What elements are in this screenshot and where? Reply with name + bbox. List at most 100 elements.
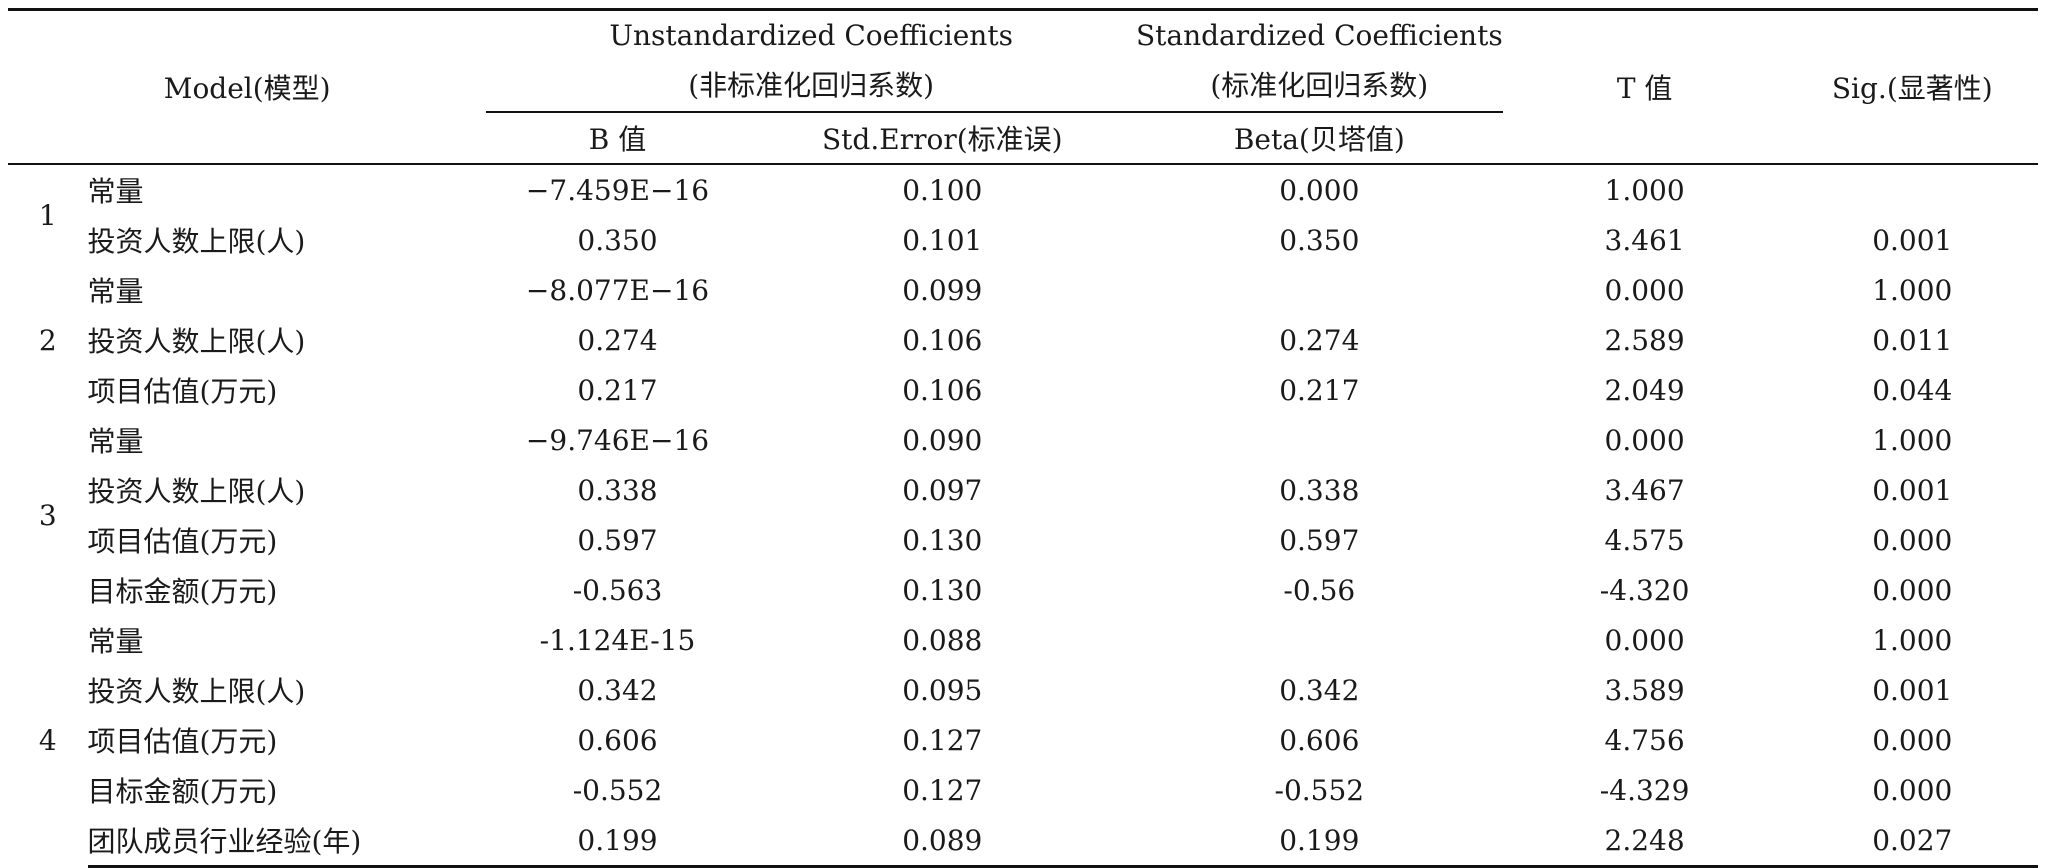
beta-value: 0.274	[1279, 323, 1360, 357]
table-row: 项目估值(万元) 0.597 0.130 0.597 4.575 0.000	[8, 515, 2038, 565]
sig-value: 0.000	[1872, 773, 1953, 807]
table-row: 投资人数上限(人) 0.342 0.095 0.342 3.589 0.001	[8, 665, 2038, 715]
std-error-value: 0.100	[902, 173, 983, 207]
sig-value: 0.044	[1872, 373, 1953, 407]
std-error-value: 0.101	[902, 223, 983, 257]
header-standardized-en: Standardized Coefficients	[1135, 19, 1503, 52]
sig-value: 0.001	[1872, 223, 1953, 257]
b-value: 0.199	[486, 815, 749, 868]
std-error-value: 0.130	[902, 573, 983, 607]
table-row: 项目估值(万元) 0.606 0.127 0.606 4.756 0.000	[8, 715, 2038, 765]
sig-value: 0.000	[1872, 523, 1953, 557]
header-beta: Beta(贝塔值)	[1135, 112, 1503, 165]
t-value: 0.000	[1604, 623, 1685, 657]
std-error-value: 0.106	[902, 373, 983, 407]
std-error-value: 0.089	[748, 815, 1136, 868]
sig-value: 1.000	[1872, 623, 1953, 657]
variable-name: 投资人数上限(人)	[87, 675, 306, 708]
std-error-value: 0.106	[902, 323, 983, 357]
beta-value: 0.597	[1279, 523, 1360, 557]
b-value: −9.746E−16	[525, 423, 710, 457]
t-value: -4.329	[1599, 773, 1690, 807]
b-value: -0.552	[572, 773, 663, 807]
table-header: Model(模型) Unstandardized Coefficients (非…	[8, 8, 2038, 165]
t-value: 0.000	[1604, 273, 1685, 307]
variable-name: 投资人数上限(人)	[87, 475, 306, 508]
beta-value: 0.217	[1279, 373, 1360, 407]
header-b: B 值	[486, 112, 749, 165]
sig-value: 0.001	[1872, 673, 1953, 707]
variable-name: 投资人数上限(人)	[87, 325, 306, 358]
sig-value: 0.011	[1872, 323, 1953, 357]
sig-value	[1787, 164, 2038, 215]
table-row: 3 常量 −9.746E−16 0.090 0.000 1.000	[8, 415, 2038, 532]
b-value: -1.124E-15	[539, 623, 696, 657]
header-t: T 值	[1502, 8, 1787, 165]
t-value: 2.589	[1604, 323, 1685, 357]
variable-name: 目标金额(万元)	[87, 775, 278, 808]
std-error-value: 0.099	[902, 273, 983, 307]
beta-value: 0.606	[1279, 723, 1360, 757]
t-value: 2.049	[1604, 373, 1685, 407]
table-row: 目标金额(万元) -0.563 0.130 -0.56 -4.320 0.000	[8, 565, 2038, 615]
b-value: −7.459E−16	[525, 173, 710, 207]
std-error-value: 0.097	[902, 473, 983, 507]
b-value: 0.606	[577, 723, 658, 757]
table-row: 项目估值(万元) 0.217 0.106 0.217 2.049 0.044	[8, 365, 2038, 415]
variable-name: 团队成员行业经验(年)	[87, 815, 487, 868]
b-value: -0.563	[572, 573, 663, 607]
variable-name: 常量	[87, 175, 144, 208]
regression-coefficients-table: Model(模型) Unstandardized Coefficients (非…	[8, 8, 2038, 868]
sig-value: 0.001	[1872, 473, 1953, 507]
beta-value: -0.56	[1283, 573, 1356, 607]
table-row: 投资人数上限(人) 0.338 0.097 0.338 3.467 0.001	[8, 465, 2038, 515]
table-row: 2 常量 −8.077E−16 0.099 0.000 1.000	[8, 265, 2038, 357]
std-error-value: 0.127	[902, 773, 983, 807]
header-model: Model(模型)	[8, 8, 487, 165]
table-row: 团队成员行业经验(年) 0.199 0.089 0.199 2.248 0.027	[8, 815, 2038, 868]
header-standardized-cn: (标准化回归系数)	[1210, 69, 1429, 102]
header-unstandardized-cn: (非标准化回归系数)	[688, 69, 935, 102]
beta-value	[1136, 265, 1503, 315]
t-value: 0.000	[1604, 423, 1685, 457]
beta-value: 0.338	[1279, 473, 1360, 507]
b-value: −8.077E−16	[525, 273, 710, 307]
sig-value: 1.000	[1872, 273, 1953, 307]
header-unstandardized: Unstandardized Coefficients (非标准化回归系数)	[486, 8, 1136, 113]
b-value: 0.338	[577, 473, 658, 507]
header-unstandardized-en: Unstandardized Coefficients	[609, 19, 1013, 52]
model-number: 3	[38, 498, 57, 532]
t-value: 2.248	[1502, 815, 1787, 868]
t-value: 1.000	[1604, 173, 1685, 207]
sig-value: 0.000	[1872, 573, 1953, 607]
t-value: 3.461	[1604, 223, 1685, 257]
variable-name: 目标金额(万元)	[87, 575, 278, 608]
beta-value: 0.342	[1279, 673, 1360, 707]
header-std-error: Std.Error(标准误)	[748, 112, 1136, 165]
t-value: -4.320	[1599, 573, 1690, 607]
sig-value: 1.000	[1872, 423, 1953, 457]
variable-name: 投资人数上限(人)	[87, 225, 306, 258]
sig-value: 0.027	[1786, 815, 2038, 868]
header-standardized: Standardized Coefficients (标准化回归系数)	[1135, 8, 1503, 113]
sig-value: 0.000	[1872, 723, 1953, 757]
t-value: 3.589	[1604, 673, 1685, 707]
variable-name: 项目估值(万元)	[87, 725, 278, 758]
beta-value	[1136, 615, 1503, 665]
variable-name: 项目估值(万元)	[87, 375, 278, 408]
t-value: 4.575	[1604, 523, 1685, 557]
b-value: 0.274	[577, 323, 658, 357]
b-value: 0.597	[577, 523, 658, 557]
model-number: 4	[38, 724, 57, 758]
beta-value	[1136, 415, 1503, 465]
table-row: 投资人数上限(人) 0.350 0.101 0.350 3.461 0.001	[8, 215, 2038, 265]
model-number: 2	[38, 323, 57, 357]
variable-name: 常量	[87, 625, 144, 658]
std-error-value: 0.130	[902, 523, 983, 557]
beta-value: 0.199	[1135, 815, 1503, 868]
std-error-value: 0.090	[902, 423, 983, 457]
std-error-value: 0.095	[902, 673, 983, 707]
variable-name: 常量	[87, 275, 144, 308]
table-row: 1 常量 −7.459E−16 0.100 0.000 1.000	[8, 164, 2038, 232]
